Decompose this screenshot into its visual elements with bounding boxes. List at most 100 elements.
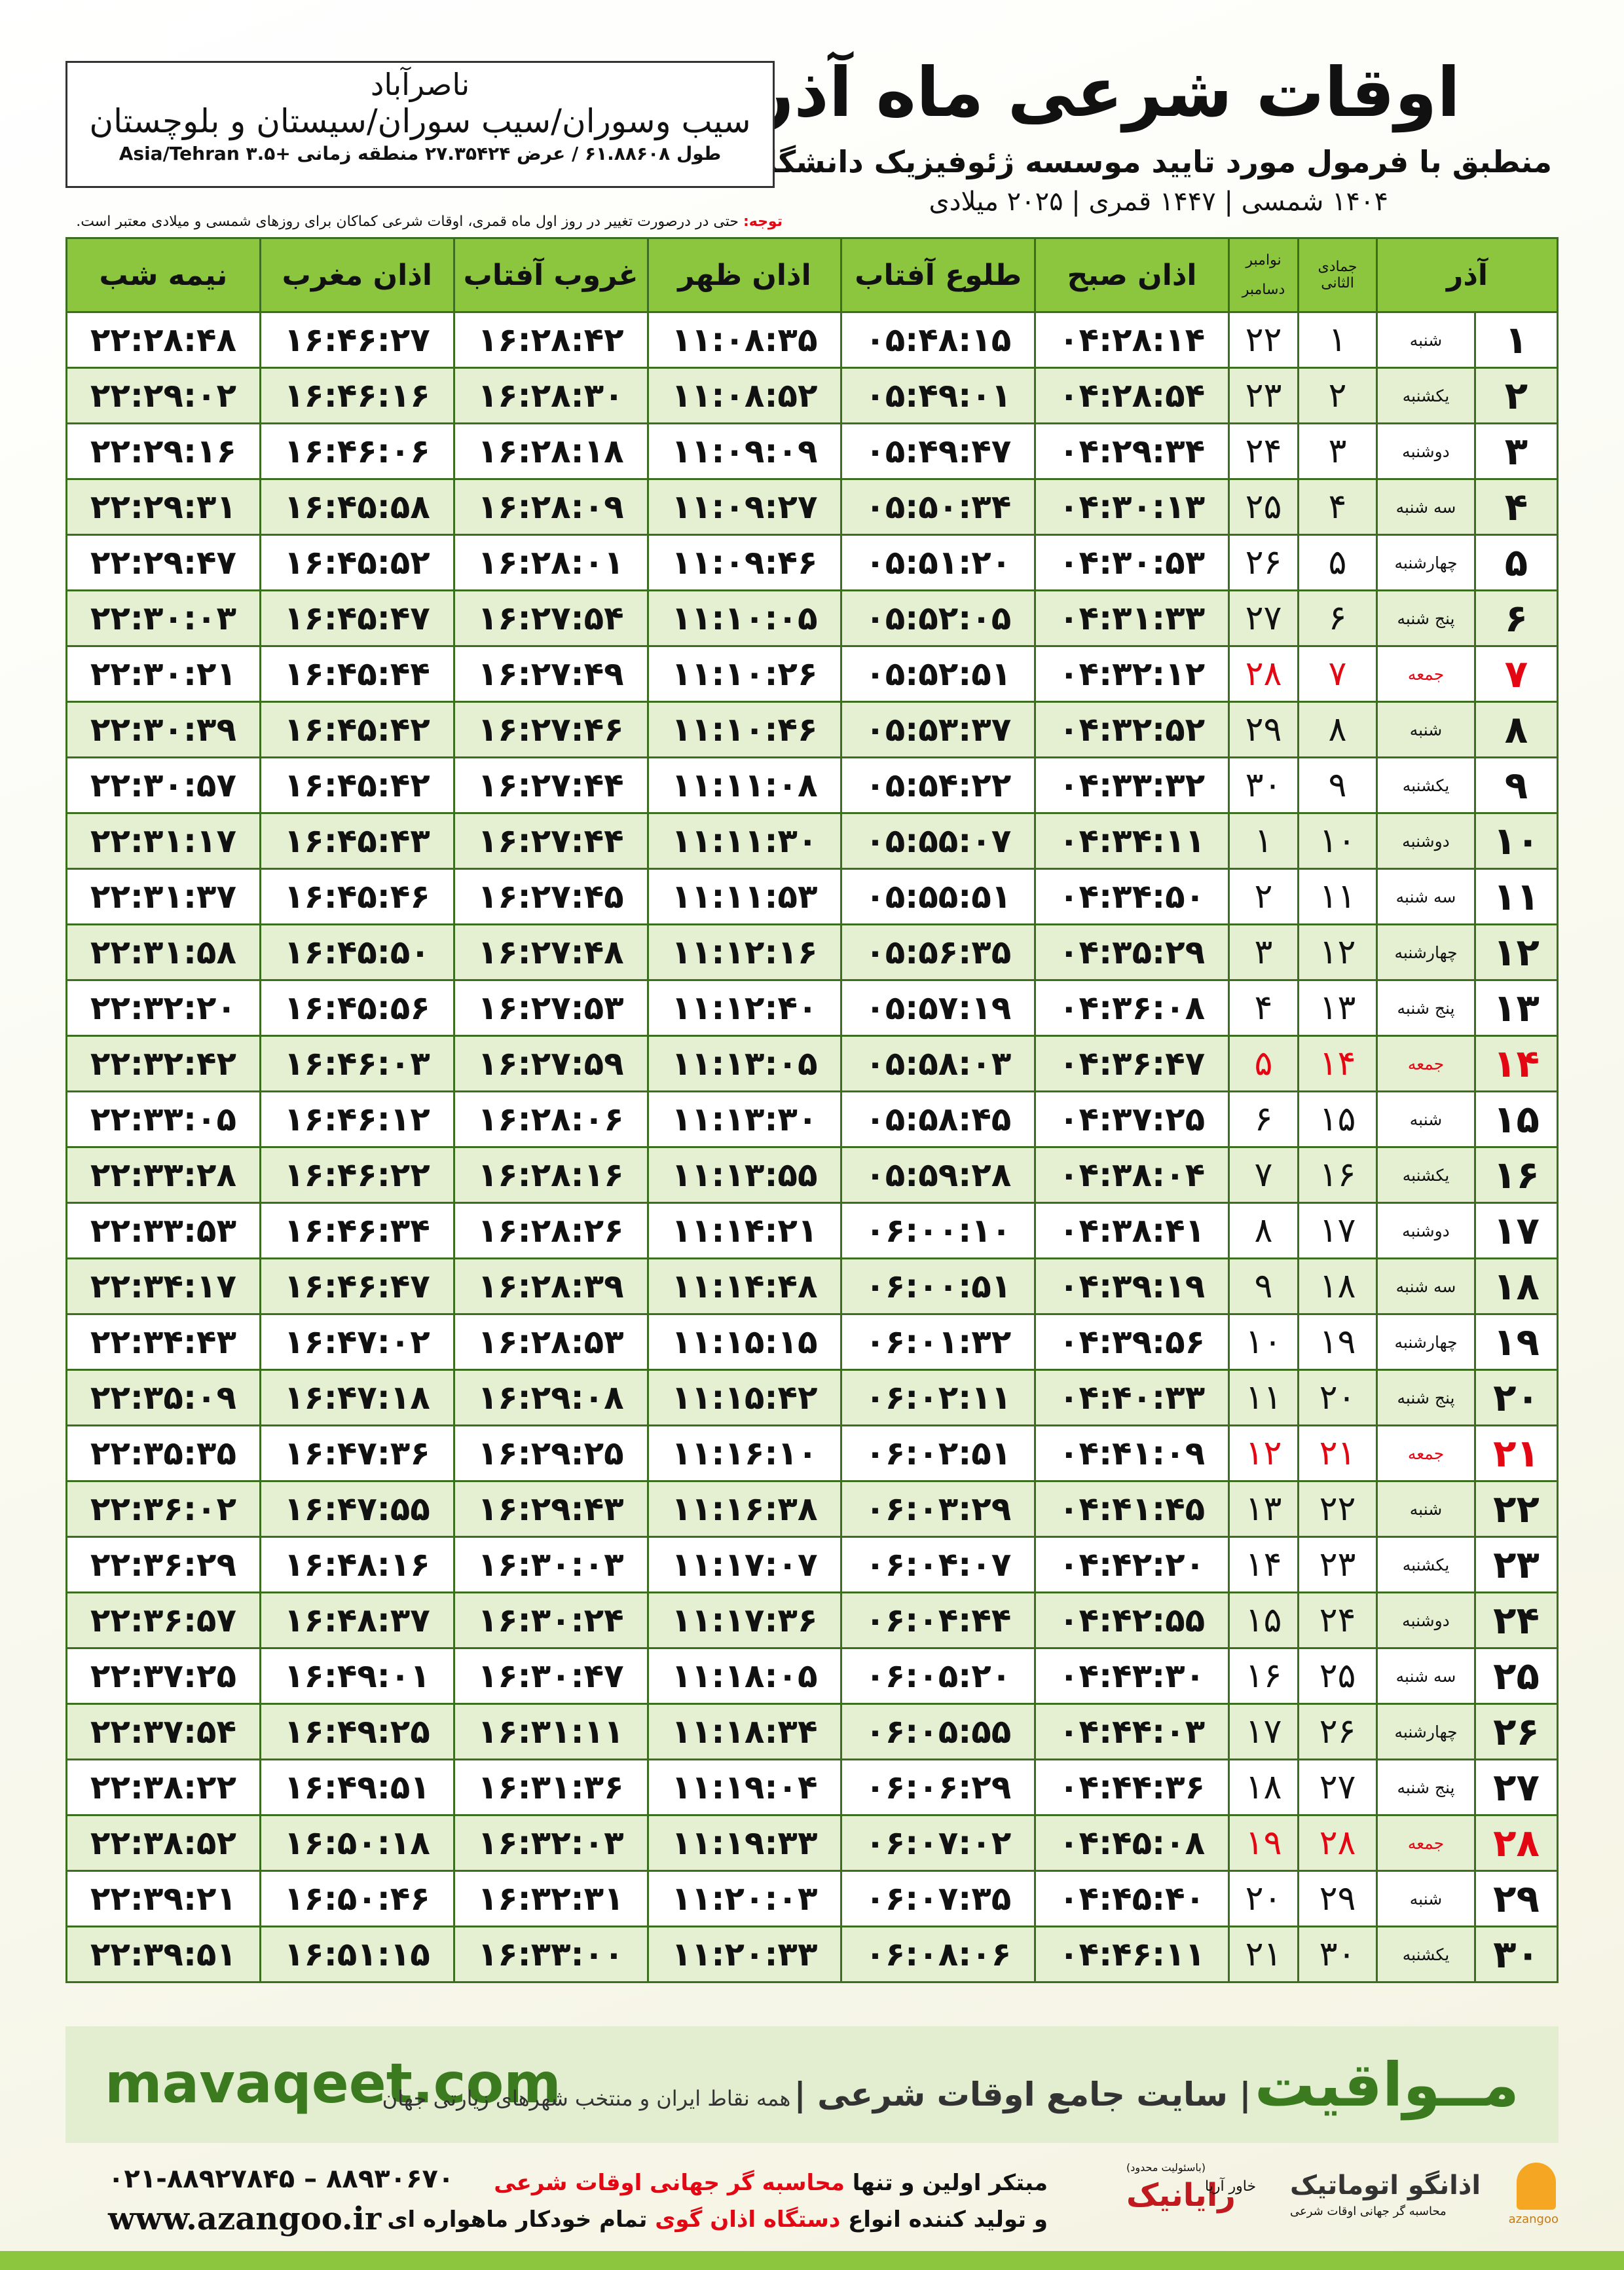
table-cell: ۳ [1297, 422, 1378, 480]
table-cell: ۲۲:۲۹:۴۷ [65, 534, 261, 591]
table-cell: ۰۵:۵۲:۰۵ [840, 589, 1037, 647]
table-row: ۲۸ جمعه ۲۸ ۱۹ ۰۴:۴۵:۰۸ ۰۶:۰۷:۰۲ ۱۱:۱۹:۳۳ ۱۶:۳۲:… [65, 1814, 1559, 1872]
text: محاسبه گر جهانی اوقات شرعی [494, 2170, 845, 2196]
table-cell: شنبه [1376, 311, 1476, 369]
table-row: ۷ جمعه ۷ ۲۸ ۰۴:۳۲:۱۲ ۰۵:۵۲:۵۱ ۱۱:۱۰:۲۶ ۱۶:۲۷:۴۹… [65, 645, 1559, 703]
logos: (باسئولیت محدود) رایانیک خاور آریا اذانگ… [1113, 2161, 1559, 2233]
table-cell: ۲۲:۳۰:۵۷ [65, 756, 261, 814]
table-cell: ۲۲:۳۰:۰۳ [65, 589, 261, 647]
table-cell: ۱۶:۴۵:۴۶ [259, 868, 455, 925]
table-cell: ۱۶:۲۸:۵۳ [452, 1313, 649, 1371]
table-cell: ۱۶:۲۸:۴۲ [452, 311, 649, 369]
table-row: ۴ سه شنبه ۴ ۲۵ ۰۴:۳۰:۱۳ ۰۵:۵۰:۳۴ ۱۱:۰۹:۲۷ ۱۶:۲۸… [65, 478, 1559, 536]
table-cell: ۲۲:۳۴:۴۳ [65, 1313, 261, 1371]
table-cell: ۱۱:۱۹:۳۳ [646, 1814, 843, 1872]
table-cell: ۷ [1228, 1146, 1299, 1204]
table-cell: ۱۱:۱۸:۰۵ [646, 1647, 843, 1705]
table-cell: ۰۴:۳۳:۳۲ [1034, 756, 1230, 814]
table-cell: ۲۲:۳۹:۵۱ [65, 1926, 261, 1983]
table-cell: ۱۶:۴۵:۴۷ [259, 589, 455, 647]
table-cell: ۰۶:۰۴:۴۴ [840, 1591, 1037, 1649]
coverage: همه نقاط ایران و منتخب شهرهای زیارتی جها… [382, 2086, 791, 2111]
table-cell: ۲۹ [1228, 701, 1299, 758]
website[interactable]: www.azangoo.ir [108, 2201, 382, 2237]
table-cell: ۱ [1474, 311, 1559, 369]
header-cell: طلوع آفتاب [840, 237, 1037, 313]
table-cell: ۱۱:۱۰:۲۶ [646, 645, 843, 703]
table-cell: ۱۳ [1297, 979, 1378, 1037]
table-cell: ۱۵ [1228, 1591, 1299, 1649]
table-cell: جمعه [1376, 1424, 1476, 1482]
table-cell: ۱۸ [1474, 1257, 1559, 1315]
table-cell: ۱۶:۴۶:۱۲ [259, 1090, 455, 1148]
table-cell: ۲۶ [1297, 1703, 1378, 1760]
table-cell: ۰۵:۵۵:۰۷ [840, 812, 1037, 870]
table-cell: ۰۴:۳۴:۵۰ [1034, 868, 1230, 925]
header-small: نوامبر [1246, 252, 1282, 269]
logo-text: اذانگو اتوماتیک [1290, 2170, 1481, 2201]
prayer-table: آذر جمادی الثانی نوامبر دسامبر اذان صبح طل… [65, 237, 1559, 1983]
table-row: ۱۸ سه شنبه ۱۸ ۹ ۰۴:۳۹:۱۹ ۰۶:۰۰:۵۱ ۱۱:۱۴:۴۸ ۱۶:۲… [65, 1257, 1559, 1315]
table-cell: ۲۲:۳۷:۲۵ [65, 1647, 261, 1705]
table-cell: ۰۶:۰۶:۲۹ [840, 1758, 1037, 1816]
table-cell: ۲۲:۲۹:۳۱ [65, 478, 261, 536]
table-cell: ۱۴ [1474, 1035, 1559, 1092]
table-cell: ۱۱:۱۳:۰۵ [646, 1035, 843, 1092]
table-cell: ۱۶:۴۶:۰۶ [259, 422, 455, 480]
table-cell: ۱۱:۱۵:۴۲ [646, 1369, 843, 1426]
table-cell: ۱۶:۲۷:۵۹ [452, 1035, 649, 1092]
table-cell: ۱۶:۲۷:۴۵ [452, 868, 649, 925]
table-cell: ۱۶:۲۷:۴۹ [452, 645, 649, 703]
table-cell: ۰۶:۰۲:۱۱ [840, 1369, 1037, 1426]
table-cell: ۱۶:۴۶:۴۷ [259, 1257, 455, 1315]
table-cell: ۱۲ [1297, 923, 1378, 981]
table-cell: ۱۶:۴۹:۰۱ [259, 1647, 455, 1705]
table-cell: پنج شنبه [1376, 1758, 1476, 1816]
table-cell: ۱۱ [1228, 1369, 1299, 1426]
table-cell: ۱۰ [1297, 812, 1378, 870]
table-cell: ۱۶:۴۹:۵۱ [259, 1758, 455, 1816]
table-cell: ۱۶:۲۹:۰۸ [452, 1369, 649, 1426]
table-cell: ۱۶:۳۲:۳۱ [452, 1870, 649, 1927]
table-cell: ۲۱ [1474, 1424, 1559, 1482]
table-cell: ۱ [1297, 311, 1378, 369]
table-cell: ۰۶:۰۲:۵۱ [840, 1424, 1037, 1482]
table-cell: ۱۶:۴۵:۴۲ [259, 756, 455, 814]
table-cell: پنج شنبه [1376, 589, 1476, 647]
table-cell: چهارشنبه [1376, 1703, 1476, 1760]
table-cell: ۲ [1474, 367, 1559, 424]
text: دستگاه اذان گوی [655, 2206, 841, 2233]
header-cell: آذر [1376, 237, 1559, 313]
table-cell: ۱۱:۱۳:۳۰ [646, 1090, 843, 1148]
table-cell: ۰۶:۰۰:۵۱ [840, 1257, 1037, 1315]
table-cell: ۱۶:۲۸:۳۹ [452, 1257, 649, 1315]
table-cell: ۱۶:۴۵:۵۸ [259, 478, 455, 536]
table-cell: شنبه [1376, 701, 1476, 758]
table-cell: ۱۶:۴۵:۴۳ [259, 812, 455, 870]
table-cell: ۱۶:۲۸:۲۶ [452, 1202, 649, 1259]
table-cell: ۱۱:۱۴:۴۸ [646, 1257, 843, 1315]
note: توجه: حتی در درصورت تغییر در روز اول ماه… [65, 214, 783, 230]
table-cell: ۱ [1228, 812, 1299, 870]
table-cell: ۲۲:۳۱:۱۷ [65, 812, 261, 870]
table-cell: ۰۵:۵۴:۲۲ [840, 756, 1037, 814]
table-cell: ۰۵:۵۳:۳۷ [840, 701, 1037, 758]
table-cell: ۲۷ [1297, 1758, 1378, 1816]
site-url[interactable]: mavaqeet.com [105, 2051, 561, 2115]
table-cell: ۱۶:۲۷:۵۴ [452, 589, 649, 647]
table-row: ۱۵ شنبه ۱۵ ۶ ۰۴:۳۷:۲۵ ۰۵:۵۸:۴۵ ۱۱:۱۳:۳۰ ۱۶:۲۸:۰… [65, 1090, 1559, 1148]
table-cell: سه شنبه [1376, 1257, 1476, 1315]
title: اوقات شرعی ماه آذر [754, 52, 1460, 132]
table-cell: سه شنبه [1376, 1647, 1476, 1705]
table-cell: ۲۲:۳۲:۴۲ [65, 1035, 261, 1092]
table-cell: سه شنبه [1376, 478, 1476, 536]
table-cell: ۱۱:۱۳:۵۵ [646, 1146, 843, 1204]
table-row: ۱۶ یکشنبه ۱۶ ۷ ۰۴:۳۸:۰۴ ۰۵:۵۹:۲۸ ۱۱:۱۳:۵۵ ۱۶:۲۸… [65, 1146, 1559, 1204]
tagline: | سایت جامع اوقات شرعی | [794, 2075, 1251, 2113]
table-cell: ۶ [1474, 589, 1559, 647]
table-cell: ۵ [1297, 534, 1378, 591]
table-cell: ۲۶ [1228, 534, 1299, 591]
table-cell: ۲۰ [1474, 1369, 1559, 1426]
brand-line: مــواقیت | سایت جامع اوقات شرعی | همه نق… [382, 2050, 1519, 2120]
table-cell: ۱۶:۴۹:۲۵ [259, 1703, 455, 1760]
